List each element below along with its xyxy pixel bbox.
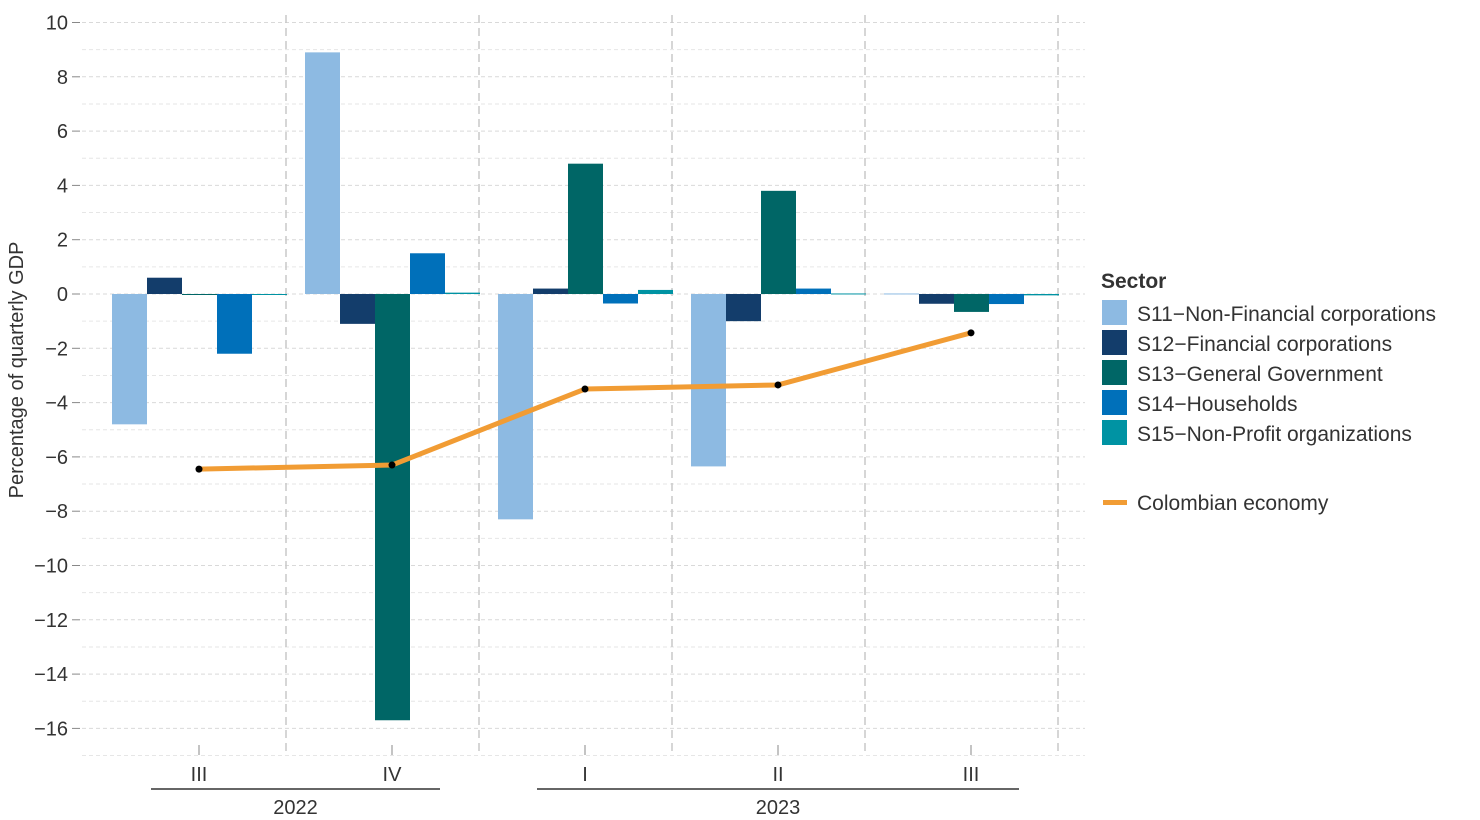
colombian-economy-line [198, 330, 972, 472]
legend-swatch [1102, 360, 1127, 385]
y-tick-label: −8 [45, 501, 68, 523]
line-point [967, 329, 975, 337]
bar-2-4 [919, 294, 954, 304]
bar-5-2 [638, 289, 673, 294]
line-point [774, 381, 782, 389]
bar-4-1 [410, 253, 445, 294]
bar-3-4 [954, 294, 989, 312]
x-tick-label: IV [383, 764, 403, 786]
x-tick-label: III [963, 764, 980, 786]
bar-4-0 [217, 294, 252, 354]
y-tick-label: 8 [57, 67, 68, 89]
bar-1-4 [884, 293, 919, 295]
y-tick-label: −6 [45, 447, 68, 469]
line-point [581, 385, 589, 393]
legend-label: S13−General Government [1137, 363, 1383, 386]
bar-3-0 [182, 294, 217, 295]
y-tick-label: 6 [57, 121, 68, 143]
legend-label: S14−Households [1137, 393, 1298, 416]
legend-title: Sector [1101, 270, 1166, 293]
bar-1-3 [691, 294, 726, 467]
bar-2-3 [726, 294, 761, 322]
legend-swatch [1102, 300, 1127, 325]
y-axis-label: Percentage of quarterly GDP [6, 242, 28, 499]
bar-5-4 [1024, 294, 1059, 296]
bar-5-3 [831, 293, 866, 295]
y-tick-label: 10 [46, 13, 68, 35]
bar-4-4 [989, 294, 1024, 305]
bar-4-2 [603, 294, 638, 304]
legend-label: S12−Financial corporations [1137, 333, 1392, 356]
y-tick-label: 4 [57, 175, 68, 197]
legend-label: Colombian economy [1137, 492, 1329, 515]
bar-2-0 [147, 277, 182, 294]
legend-swatch [1102, 390, 1127, 415]
bar-3-3 [761, 190, 796, 294]
bar-4-3 [796, 288, 831, 294]
line-point [195, 465, 203, 473]
year-label: 2022 [273, 797, 318, 819]
legend-swatch [1102, 330, 1127, 355]
y-tick-label: −14 [34, 664, 68, 686]
bar-1-2 [498, 294, 533, 520]
y-tick-label: −16 [34, 718, 68, 740]
bar-5-1 [445, 292, 480, 294]
legend-label: S15−Non-Profit organizations [1137, 423, 1412, 446]
bar-2-1 [340, 294, 375, 324]
year-label: 2023 [756, 797, 801, 819]
y-tick-label: 2 [57, 230, 68, 252]
legend-label: S11−Non-Financial corporations [1137, 303, 1436, 326]
bar-2-2 [533, 288, 568, 294]
bar-1-0 [112, 294, 147, 425]
x-tick-label: III [191, 764, 208, 786]
x-tick-label: I [582, 764, 588, 786]
bar-3-1 [375, 294, 410, 721]
line-point [388, 461, 396, 469]
bar-3-2 [568, 163, 603, 294]
y-tick-label: −12 [34, 610, 68, 632]
y-tick-label: −4 [45, 393, 68, 415]
bar-1-1 [305, 52, 340, 294]
y-tick-label: −10 [34, 556, 68, 578]
bar-5-0 [252, 294, 287, 295]
legend-line-swatch [1103, 500, 1127, 505]
y-tick-label: −2 [45, 338, 68, 360]
x-tick-label: II [772, 764, 783, 786]
y-tick-label: 0 [57, 284, 68, 306]
legend-swatch [1102, 420, 1127, 445]
